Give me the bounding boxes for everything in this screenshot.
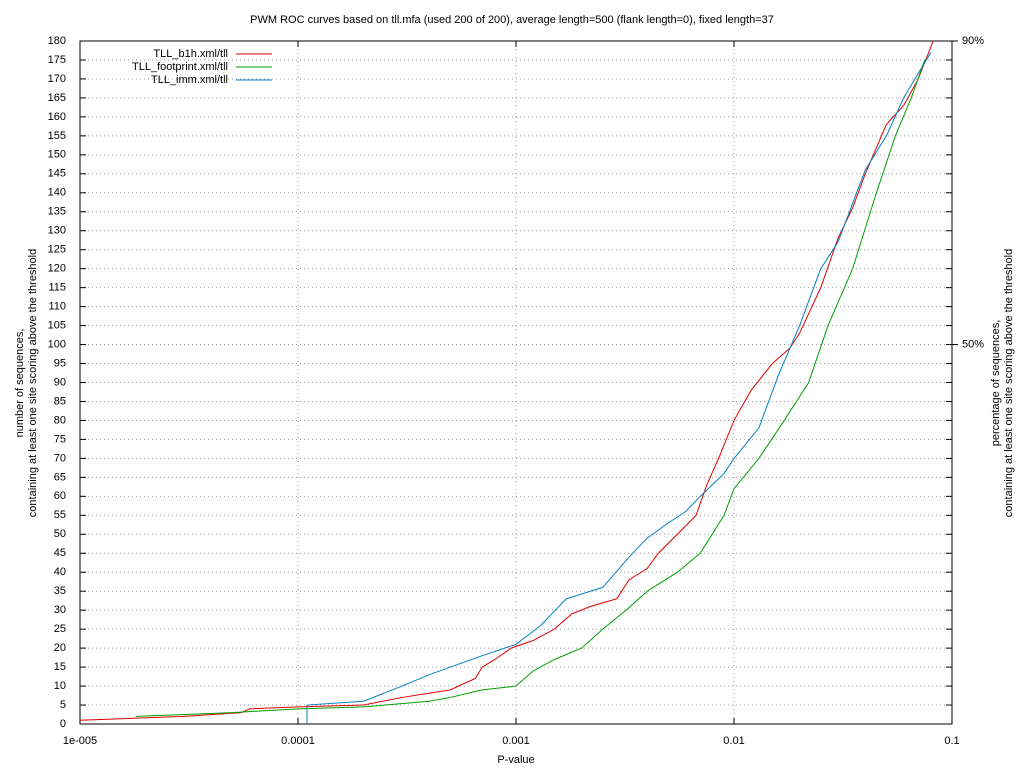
y-axis-label: number of sequences, containing at least… bbox=[14, 249, 39, 517]
y-tick-label: 35 bbox=[54, 585, 66, 597]
y-tick-label: 100 bbox=[48, 338, 66, 350]
y-tick-label: 155 bbox=[48, 130, 66, 142]
legend-label: TLL_footprint.xml/tll bbox=[132, 61, 228, 73]
x-tick-label: 0.01 bbox=[723, 735, 744, 747]
y-tick-label: 140 bbox=[48, 187, 66, 199]
y-tick-label: 80 bbox=[54, 414, 66, 426]
y-tick-label: 125 bbox=[48, 244, 66, 256]
y2-axis-label-line: containing at least one site scoring abo… bbox=[1003, 249, 1015, 517]
y-tick-label: 50 bbox=[54, 528, 66, 540]
series-line bbox=[135, 59, 926, 717]
y-tick-label: 120 bbox=[48, 263, 66, 275]
y-tick-label: 75 bbox=[54, 433, 66, 445]
y-tick-label: 130 bbox=[48, 225, 66, 237]
y-tick-label: 110 bbox=[48, 301, 66, 313]
y-tick-label: 15 bbox=[54, 661, 66, 673]
x-tick-label: 0.0001 bbox=[281, 735, 315, 747]
y-tick-label: 65 bbox=[54, 471, 66, 483]
y-tick-label: 175 bbox=[48, 54, 66, 66]
y-tick-label: 30 bbox=[54, 604, 66, 616]
y-tick-label: 105 bbox=[48, 319, 66, 331]
y-tick-label: 25 bbox=[54, 623, 66, 635]
y-tick-label: 5 bbox=[60, 699, 66, 711]
y-tick-label: 85 bbox=[54, 395, 66, 407]
y-tick-label: 150 bbox=[48, 149, 66, 161]
y-tick-label: 180 bbox=[48, 35, 66, 47]
chart-title: PWM ROC curves based on tll.mfa (used 20… bbox=[250, 14, 774, 26]
x-axis-label: P-value bbox=[497, 754, 534, 766]
y-tick-label: 145 bbox=[48, 168, 66, 180]
y-tick-label: 135 bbox=[48, 206, 66, 218]
y2-tick-label: 50% bbox=[962, 338, 984, 350]
y-tick-label: 165 bbox=[48, 92, 66, 104]
y-tick-label: 0 bbox=[60, 718, 66, 730]
y-tick-label: 170 bbox=[48, 73, 66, 85]
series-line bbox=[306, 52, 932, 724]
y-tick-label: 115 bbox=[48, 282, 66, 294]
y-tick-label: 70 bbox=[54, 452, 66, 464]
y-axis-label-line: containing at least one site scoring abo… bbox=[27, 249, 39, 517]
y-tick-label: 95 bbox=[54, 357, 66, 369]
y-tick-label: 90 bbox=[54, 376, 66, 388]
y-tick-label: 20 bbox=[54, 642, 66, 654]
y2-axis-label-line: percentage of sequences, bbox=[990, 320, 1002, 447]
x-tick-label: 0.1 bbox=[944, 735, 959, 747]
legend-label: TLL_b1h.xml/tll bbox=[153, 48, 228, 60]
y-tick-label: 55 bbox=[54, 509, 66, 521]
y-tick-label: 60 bbox=[54, 490, 66, 502]
y-tick-label: 160 bbox=[48, 111, 66, 123]
x-tick-label: 1e-005 bbox=[63, 735, 97, 747]
y-tick-label: 45 bbox=[54, 547, 66, 559]
series-line bbox=[79, 40, 934, 721]
y2-tick-label: 90% bbox=[962, 35, 984, 47]
y2-axis-label: percentage of sequences, containing at l… bbox=[990, 249, 1015, 517]
y-tick-label: 40 bbox=[54, 566, 66, 578]
y-tick-label: 10 bbox=[54, 680, 66, 692]
y-axis-label-line: number of sequences, bbox=[14, 329, 26, 438]
legend-label: TLL_imm.xml/tll bbox=[151, 74, 228, 86]
x-tick-label: 0.001 bbox=[502, 735, 530, 747]
